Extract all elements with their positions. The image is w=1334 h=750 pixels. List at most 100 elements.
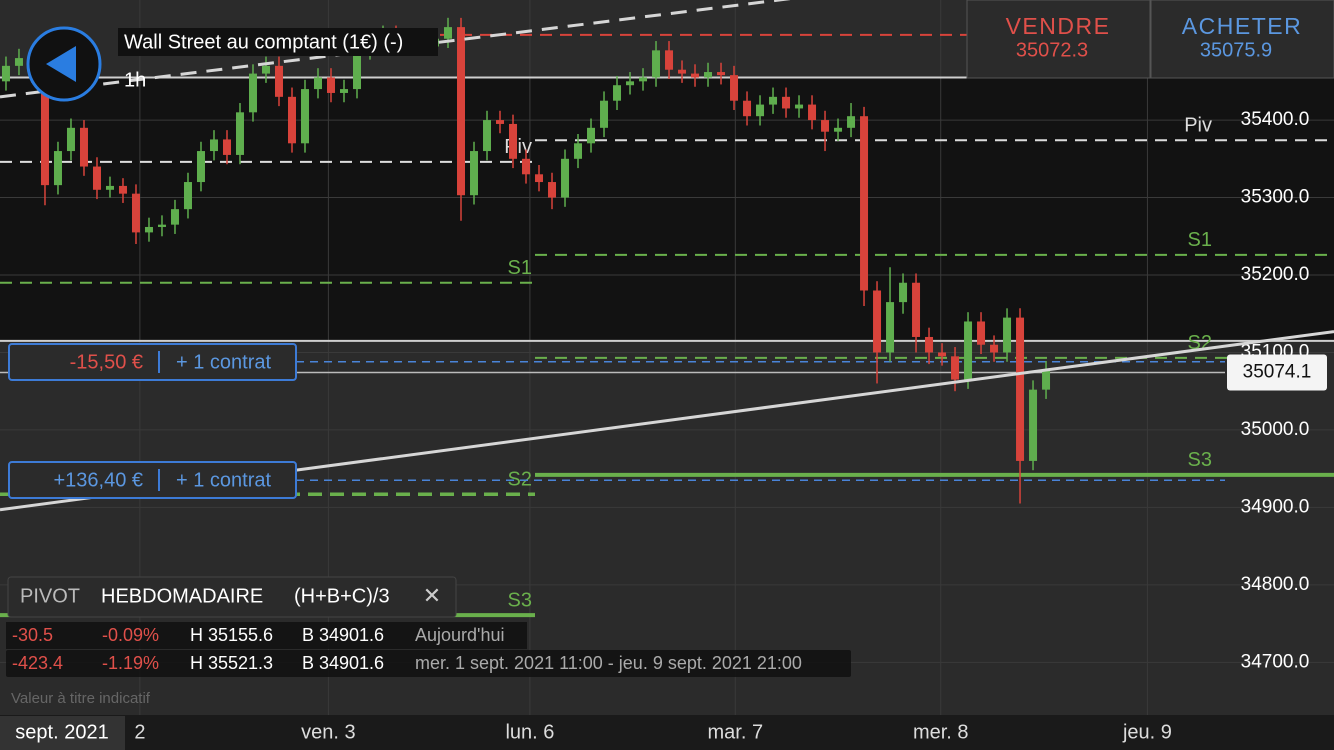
y-tick-label: 34800.0 [1241, 574, 1310, 595]
pivot-label: S1 [508, 257, 532, 279]
candle-body [1016, 317, 1025, 461]
current-date-box [0, 716, 125, 750]
candle-body [248, 73, 257, 113]
pivot-label: S2 [508, 469, 532, 491]
x-tick-label: lun. 6 [505, 721, 554, 743]
pivot-rows: -30.5 -0.09% H 35155.6 B 34901.6 Aujourd'hui… [12, 625, 802, 673]
position-size: + 1 contrat [176, 351, 272, 373]
pivot-label: S1 [1188, 229, 1212, 251]
candle-body [847, 116, 856, 128]
candle-body [79, 127, 88, 167]
position-box[interactable]: -15,50 € + 1 contrat [8, 343, 297, 381]
last-price-label: 35074.1 [1243, 362, 1312, 383]
candle-body [951, 356, 960, 380]
pivot-row-bg [6, 650, 851, 677]
candle-body [912, 282, 921, 337]
candle-body [1042, 370, 1051, 390]
candle-body [470, 151, 479, 196]
candle-body [704, 72, 713, 78]
candle-body [457, 27, 466, 196]
pivot-row-cell: B 34901.6 [302, 625, 384, 645]
buy-price[interactable]: 35075.9 [1200, 39, 1272, 61]
candle-body [561, 158, 570, 198]
chart-plot: 34700.034800.034900.035000.035100.035200… [0, 0, 1334, 715]
y-tick-label: 35000.0 [1241, 419, 1310, 440]
sell-label[interactable]: VENDRE [1006, 13, 1111, 39]
x-tick-label: ven. 3 [301, 721, 355, 743]
candle-body [886, 302, 895, 353]
buy-label[interactable]: ACHETER [1182, 13, 1302, 39]
current-date-label: sept. 2021 [15, 721, 108, 743]
candle-body [691, 73, 700, 78]
candle-body [261, 65, 270, 74]
candle-body [300, 89, 309, 144]
candle-body [483, 120, 492, 152]
candle-body [235, 112, 244, 155]
last-price-tag [1227, 354, 1327, 391]
candle-body [899, 282, 908, 303]
pivot-row-cell: Aujourd'hui [415, 625, 505, 645]
candle-body [990, 344, 999, 353]
y-tick-label: 34900.0 [1241, 496, 1310, 517]
sell-price[interactable]: 35072.3 [1016, 39, 1088, 61]
candle-body [808, 104, 817, 121]
pivot-label: Piv [1184, 114, 1212, 136]
candle-body [756, 104, 765, 117]
y-tick-label: 35200.0 [1241, 264, 1310, 285]
pivot-formula[interactable]: (H+B+C)/3 [294, 585, 390, 607]
sell-button[interactable] [966, 0, 1151, 79]
back-button[interactable] [26, 26, 102, 102]
candle-body [196, 151, 205, 183]
back-arrow[interactable] [46, 46, 76, 82]
candle-body [339, 89, 348, 93]
candle-body [769, 96, 778, 105]
pivot-row-cell: mer. 1 sept. 2021 11:00 - jeu. 9 sept. 2… [415, 653, 802, 673]
candle-body [496, 120, 505, 124]
candle-body [678, 69, 687, 74]
candle-body [274, 65, 283, 97]
candle-body [717, 72, 726, 76]
timeframe[interactable]: 1h [124, 69, 146, 91]
position-box[interactable]: +136,40 € + 1 contrat [8, 461, 297, 499]
candle-body [522, 158, 531, 175]
position-frame[interactable] [8, 461, 297, 499]
instrument-name: Wall Street au comptant (1€) (-) [124, 31, 403, 53]
candle-body [118, 185, 127, 194]
candle-body [613, 85, 622, 101]
candle-body [574, 143, 583, 159]
candle-body [782, 96, 791, 109]
x-tick-label: jeu. 9 [1122, 721, 1172, 743]
y-tick-label: 35300.0 [1241, 187, 1310, 208]
pivot-panel [7, 576, 457, 618]
pivot-row-cell: -0.09% [102, 625, 159, 645]
pivot-row-bg [6, 622, 527, 649]
candle-body [925, 336, 934, 353]
candle-body [131, 193, 140, 233]
candle-body [144, 226, 153, 233]
candle-body [14, 58, 23, 66]
position-size: + 1 contrat [176, 469, 272, 491]
buy-button[interactable] [1150, 0, 1334, 79]
pivot-label: Piv [504, 136, 532, 158]
pivot-row-cell: -1.19% [102, 653, 159, 673]
position-frame[interactable] [8, 343, 297, 381]
candle-body [53, 151, 62, 186]
candle-body [209, 139, 218, 152]
time-axis: 2 ven. 3 lun. 6 mar. 7 mer. 8 jeu. 9 [134, 721, 1172, 743]
pivot-close[interactable]: ✕ [423, 583, 441, 608]
candle-body [222, 139, 231, 155]
x-tick-label: 2 [134, 721, 145, 743]
candle-body [873, 290, 882, 353]
pivot-period[interactable]: HEBDOMADAIRE [101, 585, 263, 607]
candle-body [444, 27, 453, 39]
time-axis-bar [0, 715, 1334, 750]
pivot-label: S3 [1188, 449, 1212, 471]
candle-body [860, 116, 869, 291]
candle-body [313, 77, 322, 90]
disclaimer: Valeur à titre indicatif [11, 690, 151, 707]
candle-body [105, 185, 114, 190]
candle-body [821, 120, 830, 132]
candle-body [639, 77, 648, 82]
position-pnl: +136,40 € [53, 469, 143, 491]
